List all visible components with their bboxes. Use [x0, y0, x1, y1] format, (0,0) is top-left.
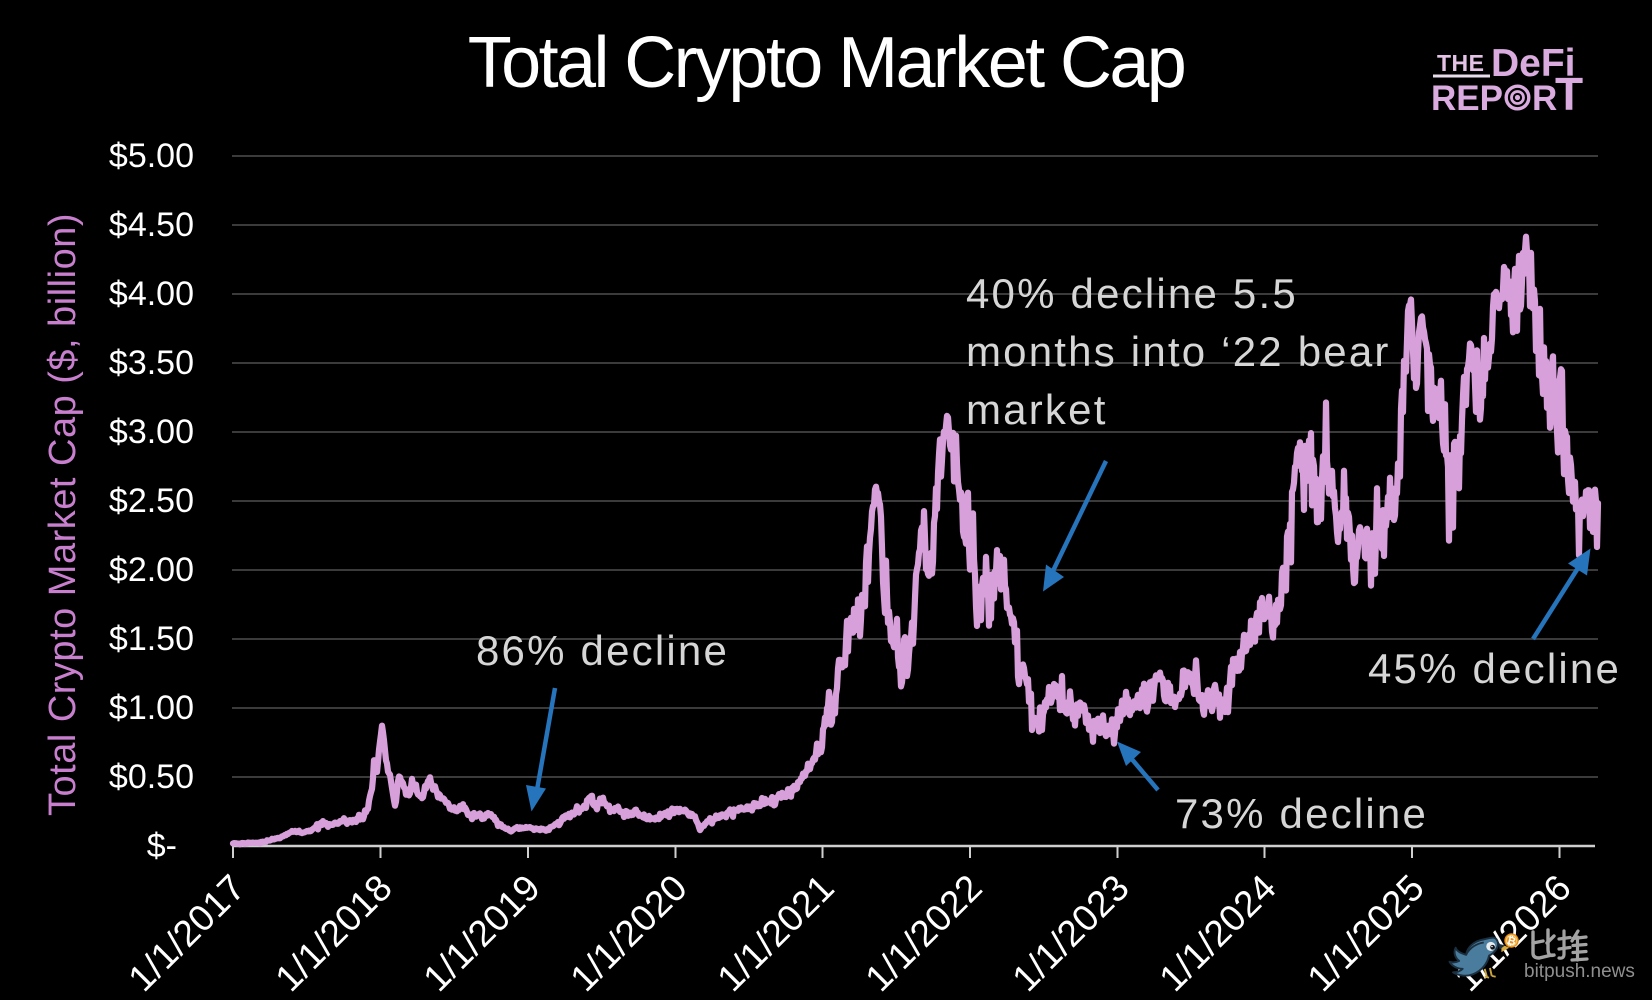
svg-text:R: R [1532, 79, 1557, 118]
svg-text:DeFi: DeFi [1491, 42, 1576, 85]
svg-text:THE: THE [1437, 50, 1485, 76]
svg-text:₿: ₿ [1505, 935, 1517, 949]
svg-text:bitpush.news: bitpush.news [1524, 961, 1635, 982]
svg-text:T: T [1555, 68, 1583, 120]
svg-text:REP: REP [1431, 79, 1503, 118]
